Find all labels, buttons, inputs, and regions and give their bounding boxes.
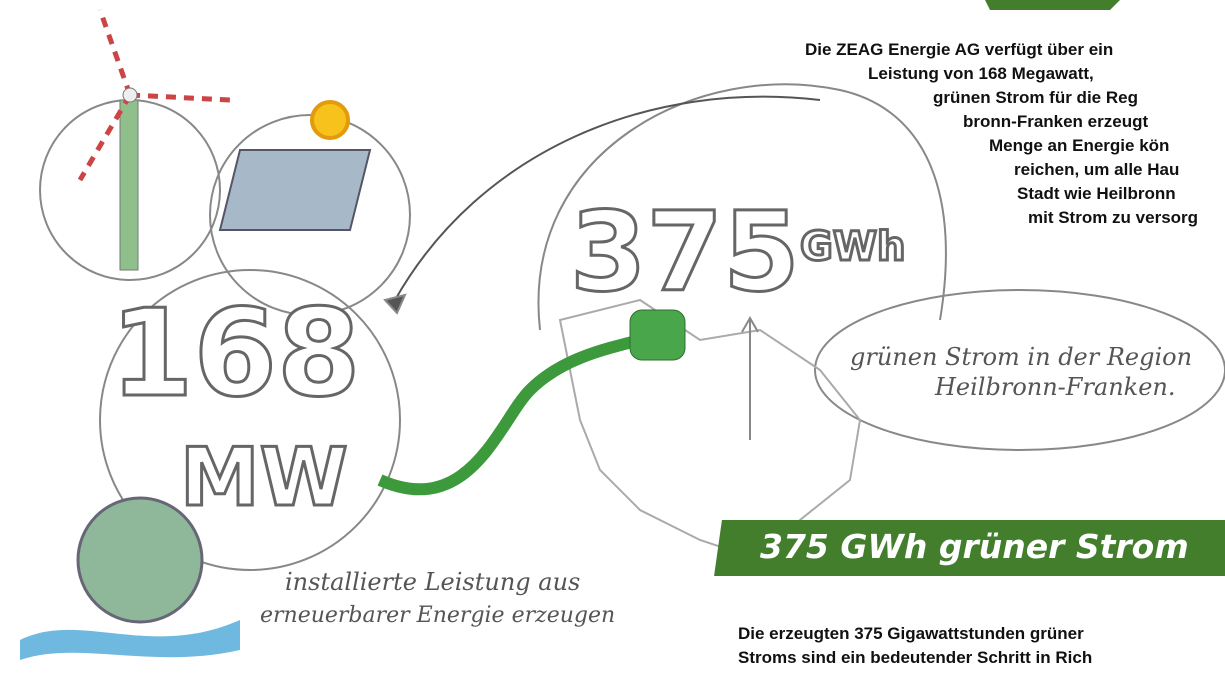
text-line: reichen, um alle Hau <box>1014 158 1179 181</box>
text-line: Die ZEAG Energie AG verfügt über ein <box>805 38 1113 61</box>
text-line: mit Strom zu versorg <box>1028 206 1198 229</box>
power-number: 168 <box>110 285 361 424</box>
text-line: Stroms sind ein bedeutender Schritt in R… <box>738 646 1092 669</box>
bubble-note: grünen Strom in der Region <box>850 343 1192 371</box>
text-line: grünen Strom für die Reg <box>933 86 1138 109</box>
top-banner <box>985 0 1120 10</box>
section-heading: 375 GWh grüner Strom <box>760 527 1189 566</box>
power-note: installierte Leistung aus <box>285 568 580 596</box>
energy-unit: GWh <box>800 224 905 270</box>
page: 375 GWh 168 MW grünen Strom in der Regio… <box>0 0 1225 675</box>
text-line: bronn-Franken erzeugt <box>963 110 1148 133</box>
solar-panel <box>220 150 370 230</box>
text-line: Stadt wie Heilbronn <box>1017 182 1176 205</box>
power-unit: MW <box>180 431 348 524</box>
power-note: erneuerbarer Energie erzeugen <box>260 603 615 628</box>
energy-number: 375 <box>570 188 800 316</box>
plug <box>630 310 685 360</box>
text-line: Menge an Energie kön <box>989 134 1169 157</box>
cable <box>380 340 640 489</box>
text-line: Leistung von 168 Megawatt, <box>868 62 1094 85</box>
water <box>20 620 240 660</box>
wind-turbine <box>80 10 230 270</box>
text-line: Die erzeugten 375 Gigawattstunden grüner <box>738 622 1084 645</box>
sun <box>312 102 348 138</box>
bubble-note: Heilbronn-Franken. <box>934 373 1176 401</box>
